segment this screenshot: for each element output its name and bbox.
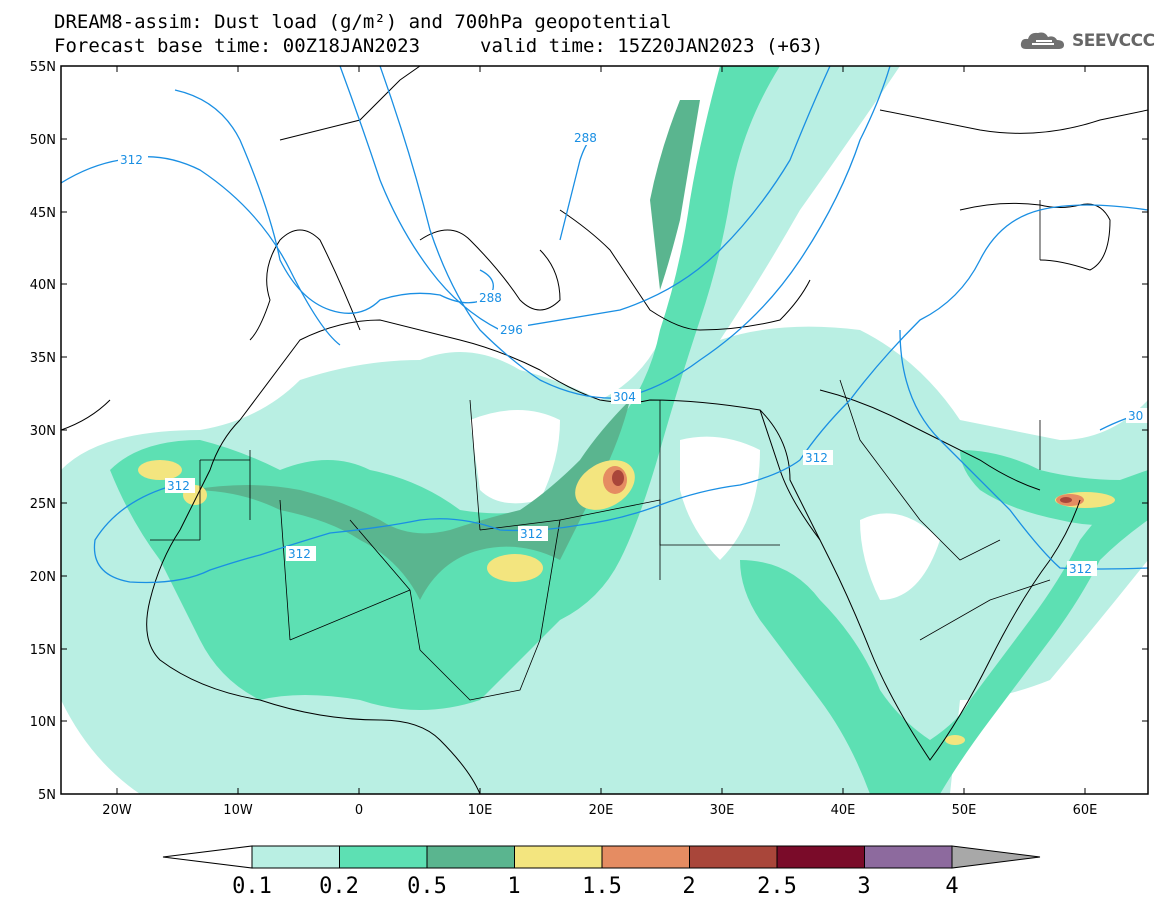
contour-296 [339, 66, 831, 331]
contour-label: 312 [167, 479, 190, 493]
lon-label: 30E [710, 803, 735, 818]
colorbar-tick: 3 [857, 874, 870, 899]
dust-hotspot-somalia [945, 735, 965, 745]
logo-text: SEEVCCC [1072, 31, 1155, 51]
lon-label: 10E [468, 803, 493, 818]
colorbar-over-arrow [951, 845, 1041, 869]
lat-label: 15N [30, 643, 56, 658]
contour-label: 288 [574, 131, 597, 145]
contour-labels: 312 288 288 296 304 312 312 312 312 312 … [118, 130, 1148, 576]
coastlines [61, 66, 1148, 794]
dust-layer-0.1-patch [470, 410, 940, 600]
colorbar-tick: 0.1 [232, 874, 272, 899]
dust-layer-0.5-band [650, 100, 700, 290]
colorbar-bin [776, 845, 865, 869]
colorbar-bin [864, 845, 953, 869]
colorbar-bin [251, 845, 340, 869]
lat-label: 50N [30, 133, 56, 148]
dust-hotspot-chad [487, 554, 543, 582]
colorbar-bin [426, 845, 515, 869]
lat-label: 55N [30, 60, 56, 75]
dust-core-libya-inner [612, 470, 624, 486]
contour-label: 30 [1128, 409, 1143, 423]
lon-label: 60E [1073, 803, 1098, 818]
lat-label: 25N [30, 497, 56, 512]
dust-layer-0.5 [190, 400, 630, 600]
colorbar-tick: 1 [507, 874, 520, 899]
lon-label: 40E [831, 803, 856, 818]
lat-axis: 55N 50N 45N 40N 35N 30N 25N 20N 15N 10N … [30, 60, 1148, 803]
lat-label: 5N [38, 788, 56, 803]
lon-axis: 20W 10W 0 10E 20E 30E 40E 50E 60E [102, 66, 1097, 818]
contour-312-west [61, 156, 341, 346]
contour-label: 312 [805, 451, 828, 465]
colorbar-under-arrow [162, 845, 253, 869]
contour-label: 312 [120, 153, 143, 167]
lat-label: 30N [30, 424, 56, 439]
colorbar-tick: 0.2 [319, 874, 359, 899]
seevccc-logo: SEEVCCC [1018, 28, 1155, 54]
contour-label: 304 [613, 390, 636, 404]
colorbar-bin [601, 845, 690, 869]
contour-label: 312 [1069, 562, 1092, 576]
lat-label: 45N [30, 206, 56, 221]
lat-label: 40N [30, 278, 56, 293]
dust-hotspot-canary [138, 460, 182, 480]
colorbar: 0.1 0.2 0.5 1 1.5 2 2.5 3 4 [162, 845, 1041, 899]
dust-layer-0.2-east [740, 470, 1148, 794]
colorbar-tick: 2 [682, 874, 695, 899]
contour-label: 288 [479, 291, 502, 305]
colorbar-bin [689, 845, 778, 869]
cloud-icon [1020, 32, 1064, 49]
dust-core-oman-inner [1060, 497, 1072, 503]
country-borders [150, 200, 1051, 701]
colorbar-tick: 2.5 [757, 874, 797, 899]
lon-label: 20E [589, 803, 614, 818]
contour-312-main [93, 204, 1148, 584]
colorbar-tick: 0.5 [407, 874, 447, 899]
contour-label: 312 [520, 527, 543, 541]
contour-label: 312 [288, 547, 311, 561]
lon-label: 50E [952, 803, 977, 818]
forecast-base-time: Forecast base time: 00Z18JAN2023 [54, 35, 421, 57]
lon-label: 20W [102, 803, 132, 818]
contour-label: 296 [500, 323, 523, 337]
lat-label: 20N [30, 570, 56, 585]
lon-label: 0 [355, 803, 363, 818]
colorbar-tick: 1.5 [582, 874, 622, 899]
map-title: DREAM8-assim: Dust load (g/m²) and 700hP… [54, 11, 672, 33]
colorbar-bin [339, 845, 428, 869]
lat-label: 35N [30, 351, 56, 366]
lon-label: 10W [223, 803, 253, 818]
lat-label: 10N [30, 715, 56, 730]
colorbar-tick: 4 [945, 874, 958, 899]
valid-time: valid time: 15Z20JAN2023 (+63) [480, 35, 824, 57]
colorbar-bin [514, 845, 603, 869]
